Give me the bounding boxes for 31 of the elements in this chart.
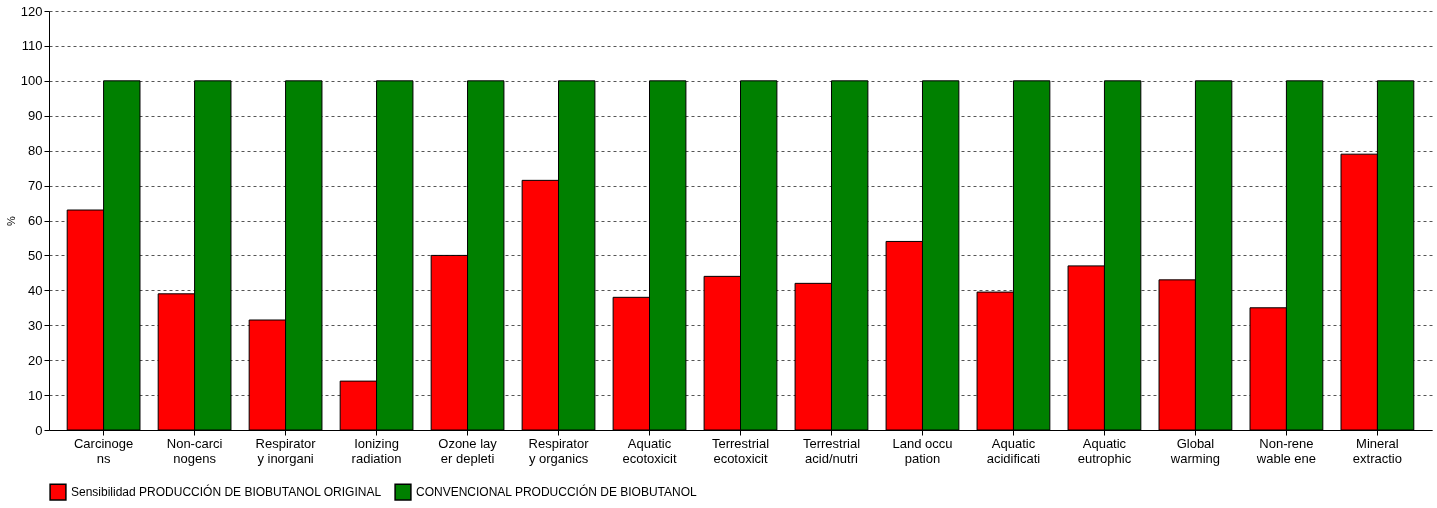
x-tick-label: Non-rene wable ene bbox=[1255, 435, 1317, 466]
x-tick-label: Non-carci nogens bbox=[166, 435, 223, 466]
x-tick-label: Respirator y organics bbox=[528, 435, 590, 466]
y-tick-label: 40 bbox=[28, 282, 43, 298]
y-tick-label: 0 bbox=[35, 422, 43, 438]
y-tick-label: 110 bbox=[21, 38, 43, 54]
x-tick-label: Ionizing radiation bbox=[351, 435, 402, 466]
x-tick-label: Terrestrial ecotoxicit bbox=[711, 435, 770, 466]
y-tick-label: 50 bbox=[28, 247, 43, 263]
y-tick-label: 120 bbox=[20, 3, 43, 19]
y-tick-label: 100 bbox=[20, 73, 43, 89]
x-tick-label: Carcinoge ns bbox=[73, 435, 134, 466]
y-tick-label: 90 bbox=[28, 108, 43, 124]
x-tick-label: Aquatic acidificati bbox=[986, 435, 1041, 466]
y-axis-title: % bbox=[4, 215, 17, 226]
x-tick-label: Land occu pation bbox=[892, 435, 953, 466]
x-tick-label: Aquatic eutrophic bbox=[1077, 435, 1132, 466]
x-tick-label: Mineral extractio bbox=[1352, 435, 1402, 466]
x-tick-label: Ozone lay er depleti bbox=[438, 435, 498, 466]
legend-label: CONVENCIONAL PRODUCCIÓN DE BIOBUTANOL bbox=[416, 484, 698, 500]
x-tick-label: Aquatic ecotoxicit bbox=[622, 435, 677, 466]
y-tick-label: 30 bbox=[28, 317, 43, 333]
y-tick-label: 70 bbox=[28, 178, 43, 194]
y-tick-label: 60 bbox=[28, 213, 43, 228]
legend-label: Sensibilidad PRODUCCIÓN DE BIOBUTANOL ORIGINAL bbox=[71, 484, 382, 500]
x-tick-label: Respirator y inorgani bbox=[255, 435, 317, 466]
y-tick-label: 80 bbox=[28, 143, 43, 159]
y-tick-label: 20 bbox=[28, 352, 43, 368]
y-tick-label: 10 bbox=[28, 387, 43, 403]
x-tick-label: Terrestrial acid/nutri bbox=[802, 435, 861, 466]
x-tick-label: Global warming bbox=[1169, 435, 1220, 466]
